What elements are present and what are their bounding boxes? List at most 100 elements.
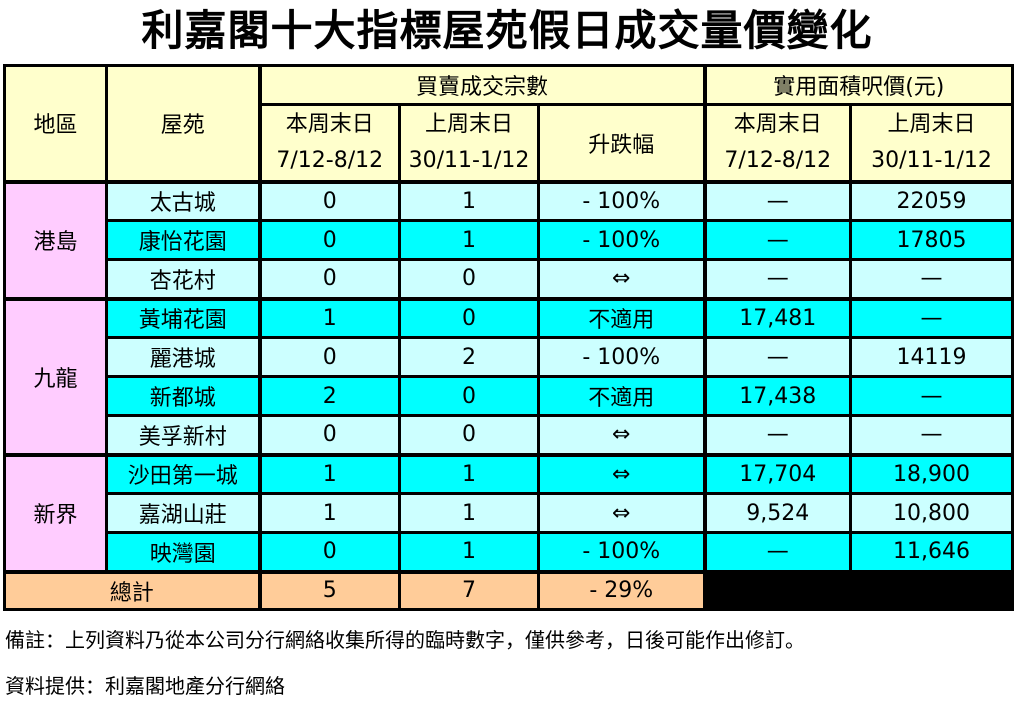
col-header-price-group: 實用面積呎價(元) (702, 64, 1014, 107)
tx-last-week-cell: 1 (398, 179, 540, 223)
col-header-tx-this-week: 本周末日 7/12-8/12 (257, 103, 401, 184)
price-this-week-cell: — (702, 531, 853, 574)
price-this-week-cell: — (702, 219, 853, 262)
col-header-tx-last-week: 上周末日 30/11-1/12 (398, 103, 540, 184)
change-cell: - 100% (536, 219, 707, 262)
price-last-week-cell: — (849, 258, 1014, 301)
col-header-price-this-week-label: 本周末日 (733, 111, 822, 137)
estate-cell: 嘉湖山莊 (105, 492, 261, 535)
total-change-cell: - 29% (536, 569, 707, 612)
col-header-price-last-week: 上周末日 30/11-1/12 (849, 103, 1014, 184)
estate-cell: 沙田第一城 (105, 452, 261, 496)
tx-this-week-cell: 1 (257, 492, 401, 535)
price-last-week-cell: 10,800 (849, 492, 1014, 535)
total-row: 總計 5 7 - 29% (3, 569, 1014, 612)
col-header-tx-last-week-label: 上周末日 (424, 111, 513, 137)
col-header-estate: 屋苑 (105, 64, 261, 184)
tx-last-week-cell: 2 (398, 336, 540, 379)
price-this-week-cell: — (702, 414, 853, 457)
change-cell: ⇔ (536, 452, 707, 496)
price-this-week-cell: 17,481 (702, 296, 853, 340)
tx-this-week-cell: 0 (257, 531, 401, 574)
estate-cell: 杏花村 (105, 258, 261, 301)
table-row: 麗港城 0 2 - 100% — 14119 (5, 336, 1014, 379)
tx-this-week-cell: 0 (257, 219, 401, 262)
price-last-week-cell: — (849, 414, 1014, 457)
col-header-tx-last-week-dates: 30/11-1/12 (408, 147, 530, 173)
price-last-week-cell: 11,646 (849, 531, 1014, 574)
estate-cell: 美孚新村 (105, 414, 261, 457)
estate-cell: 新都城 (105, 375, 261, 418)
col-header-transactions-group: 買賣成交宗數 (257, 64, 707, 107)
col-header-price-last-week-label: 上周末日 (887, 111, 976, 137)
tx-last-week-cell: 0 (398, 258, 540, 301)
estate-cell: 黃埔花園 (105, 296, 261, 340)
total-tx-last-week-cell: 7 (398, 569, 540, 612)
total-tx-this-week-cell: 5 (257, 569, 401, 612)
col-header-tx-this-week-dates: 7/12-8/12 (276, 147, 384, 173)
price-last-week-cell: — (849, 296, 1014, 340)
change-cell: 不適用 (536, 375, 707, 418)
tx-last-week-cell: 1 (398, 492, 540, 535)
data-source: 資料提供：利嘉閣地產分行網絡 (5, 674, 285, 699)
tx-last-week-cell: 0 (398, 414, 540, 457)
price-this-week-cell: — (702, 336, 853, 379)
tx-this-week-cell: 0 (257, 179, 401, 223)
price-this-week-cell: — (702, 258, 853, 301)
change-cell: ⇔ (536, 414, 707, 457)
tx-this-week-cell: 2 (257, 375, 401, 418)
price-last-week-cell: 14119 (849, 336, 1014, 379)
total-price-blackout-cell (702, 569, 1014, 612)
tx-this-week-cell: 1 (257, 452, 401, 496)
price-last-week-cell: 18,900 (849, 452, 1014, 496)
estate-cell: 麗港城 (105, 336, 261, 379)
col-header-district: 地區 (3, 64, 108, 184)
page-title: 利嘉閣十大指標屋苑假日成交量價變化 (141, 6, 873, 55)
col-header-price-this-week-dates: 7/12-8/12 (724, 147, 832, 173)
footnote: 備註：上列資料乃從本公司分行網絡收集所得的臨時數字，僅供參考，日後可能作出修訂。 (5, 628, 805, 653)
page: 利嘉閣十大指標屋苑假日成交量價變化 地區 屋苑 買賣成交宗數 實用面積呎價(元)… (0, 6, 1014, 707)
tx-last-week-cell: 1 (398, 219, 540, 262)
tx-last-week-cell: 0 (398, 296, 540, 340)
district-cell: 九龍 (3, 296, 108, 457)
district-cell: 新界 (3, 452, 108, 574)
estate-cell: 康怡花園 (105, 219, 261, 262)
tx-this-week-cell: 1 (257, 296, 401, 340)
price-last-week-cell: 17805 (849, 219, 1014, 262)
district-cell: 港島 (3, 179, 108, 301)
col-header-price-this-week: 本周末日 7/12-8/12 (702, 103, 853, 184)
price-this-week-cell: 17,704 (702, 452, 853, 496)
price-this-week-cell: 17,438 (702, 375, 853, 418)
change-cell: - 100% (536, 336, 707, 379)
estates-table: 地區 屋苑 買賣成交宗數 實用面積呎價(元) 本周末日 7/12-8/12 上周… (3, 64, 1014, 612)
change-cell: ⇔ (536, 258, 707, 301)
table-row: 新都城 2 0 不適用 17,438 — (5, 375, 1014, 418)
table-row: 港島 太古城 0 1 - 100% — 22059 (3, 179, 1014, 301)
table-row: 杏花村 0 0 ⇔ — — (5, 258, 1014, 301)
price-this-week-cell: — (702, 179, 853, 223)
table-row: 九龍 黃埔花園 1 0 不適用 17,481 — (3, 296, 1014, 457)
table-group-header-row: 地區 屋苑 買賣成交宗數 實用面積呎價(元) (3, 64, 1014, 184)
col-header-tx-this-week-label: 本周末日 (285, 111, 374, 137)
table-sub-header-row: 本周末日 7/12-8/12 上周末日 30/11-1/12 升跌幅 本周末日 … (5, 103, 1014, 184)
estate-cell: 映灣園 (105, 531, 261, 574)
total-label-cell: 總計 (3, 569, 261, 612)
change-cell: ⇔ (536, 492, 707, 535)
col-header-change: 升跌幅 (536, 103, 707, 184)
estate-cell: 太古城 (105, 179, 261, 223)
price-this-week-cell: 9,524 (702, 492, 853, 535)
change-cell: 不適用 (536, 296, 707, 340)
change-cell: - 100% (536, 179, 707, 223)
tx-this-week-cell: 0 (257, 258, 401, 301)
tx-last-week-cell: 0 (398, 375, 540, 418)
tx-this-week-cell: 0 (257, 336, 401, 379)
table-row: 新界 沙田第一城 1 1 ⇔ 17,704 18,900 (3, 452, 1014, 574)
tx-last-week-cell: 1 (398, 531, 540, 574)
table-row: 映灣園 0 1 - 100% — 11,646 (5, 531, 1014, 574)
tx-last-week-cell: 1 (398, 452, 540, 496)
table-row: 美孚新村 0 0 ⇔ — — (5, 414, 1014, 457)
table-row: 康怡花園 0 1 - 100% — 17805 (5, 219, 1014, 262)
tx-this-week-cell: 0 (257, 414, 401, 457)
price-last-week-cell: 22059 (849, 179, 1014, 223)
table-row: 嘉湖山莊 1 1 ⇔ 9,524 10,800 (5, 492, 1014, 535)
